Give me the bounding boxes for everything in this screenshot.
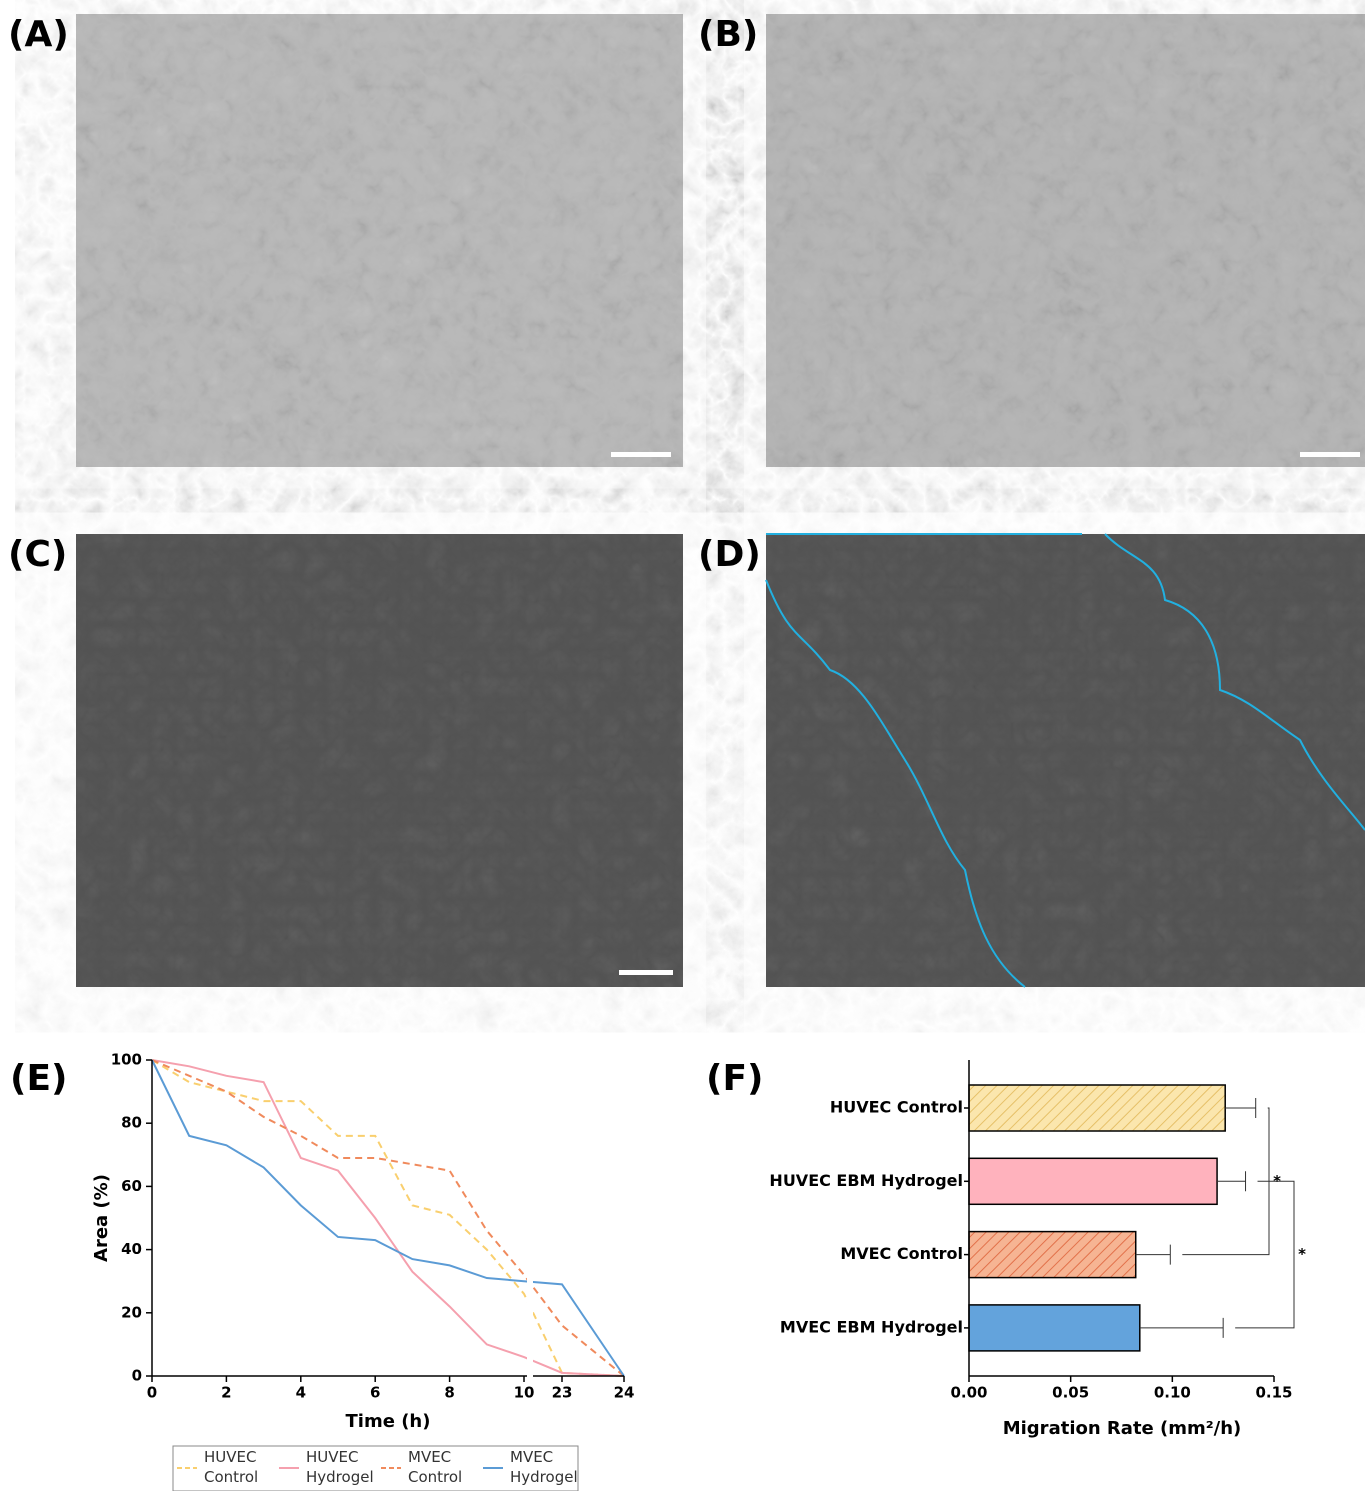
x-tick-label: 2	[221, 1384, 231, 1402]
legend-entry: MVEC Hydrogel	[510, 1448, 578, 1486]
legend	[172, 1445, 579, 1492]
bar	[968, 1230, 1137, 1279]
image-texture	[766, 534, 1365, 987]
series-line	[151, 1059, 625, 1377]
wound-edge	[1104, 533, 1365, 831]
legend-label: MVEC Hydrogel	[510, 1448, 578, 1486]
bar	[968, 1304, 1141, 1352]
legend-entry: MVEC Control	[408, 1448, 463, 1486]
x-tick-label: 0.15	[1255, 1384, 1292, 1402]
x-tick-label: 4	[296, 1384, 306, 1402]
image-texture	[76, 14, 683, 467]
panel-label: (E)	[10, 1058, 68, 1099]
y-tick-label: 100	[111, 1051, 142, 1069]
x-tick-label: 0	[147, 1384, 157, 1402]
error-bar	[1225, 1098, 1257, 1118]
y-tick-label: HUVEC Control	[830, 1098, 963, 1117]
y-tick-label: 20	[121, 1303, 142, 1321]
panel-label: (D)	[698, 534, 761, 575]
legend-label: HUVEC Control	[204, 1448, 259, 1486]
x-tick-label: 0.05	[1052, 1384, 1089, 1402]
x-tick-label: 6	[370, 1384, 380, 1402]
panel-label: (F)	[706, 1058, 764, 1099]
x-tick-label: 0.10	[1154, 1384, 1191, 1402]
bar	[968, 1084, 1226, 1132]
error-bar	[1139, 1317, 1224, 1338]
image-texture	[766, 14, 1365, 467]
legend-label: HUVEC Hydrogel	[306, 1448, 374, 1486]
x-tick-label: 24	[614, 1384, 635, 1402]
y-axis-title: Area (%)	[91, 1174, 112, 1262]
y-tick-label: 0	[132, 1367, 142, 1385]
scale-bar	[611, 452, 671, 457]
series-line	[151, 1059, 625, 1377]
significance-label: *	[1298, 1245, 1306, 1263]
x-tick-label: 0.00	[950, 1384, 987, 1402]
legend-entry: HUVEC Hydrogel	[306, 1448, 374, 1486]
scale-bar	[1300, 452, 1360, 457]
y-tick-label: MVEC EBM Hydrogel	[780, 1317, 963, 1336]
image-texture	[76, 534, 683, 987]
x-axis-title: Time (h)	[346, 1411, 431, 1432]
panel-label: (B)	[698, 14, 758, 55]
y-tick-label: MVEC Control	[840, 1244, 963, 1263]
legend-label: MVEC Control	[408, 1448, 463, 1486]
significance-bracket	[1235, 1180, 1295, 1329]
wound-edge	[765, 533, 1082, 988]
scale-bar	[619, 970, 673, 975]
panel-label: (A)	[8, 14, 69, 55]
y-tick-label: 40	[121, 1240, 142, 1258]
y-tick-label: 80	[121, 1114, 142, 1132]
x-tick-label: 8	[444, 1384, 454, 1402]
error-bar	[1135, 1244, 1171, 1265]
x-tick-label: 10	[514, 1384, 535, 1402]
error-bar	[1217, 1171, 1247, 1192]
y-tick-label: 60	[121, 1177, 142, 1195]
axis-break	[527, 1055, 533, 1381]
micrographs	[76, 14, 1365, 988]
y-tick-label: HUVEC EBM Hydrogel	[769, 1171, 963, 1190]
panel-label: (C)	[8, 534, 67, 575]
x-axis-title: Migration Rate (mm²/h)	[1003, 1418, 1242, 1439]
series-line	[151, 1059, 625, 1377]
legend-entry: HUVEC Control	[204, 1448, 259, 1486]
x-tick-label: 23	[552, 1384, 573, 1402]
series-line	[151, 1059, 625, 1377]
bar	[968, 1157, 1218, 1206]
